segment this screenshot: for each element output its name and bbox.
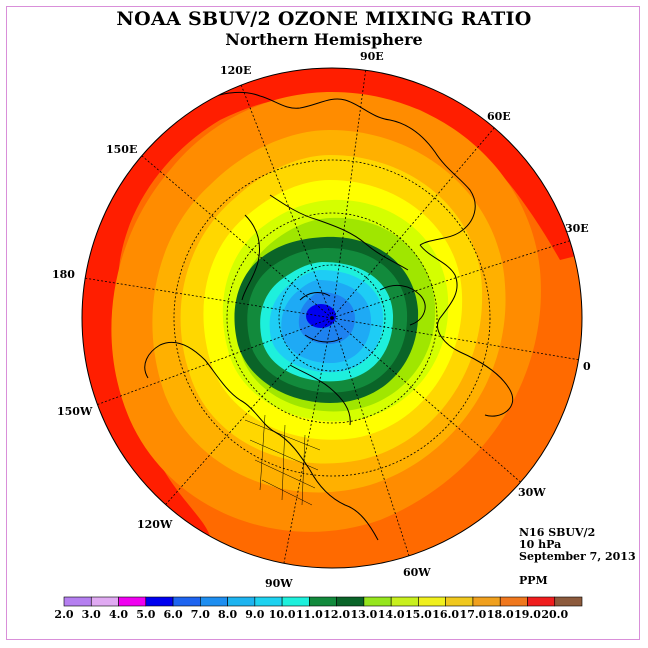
lon-label-180: 180 <box>52 268 75 281</box>
colorbar-tick-label: 14.0 <box>377 608 405 621</box>
meridian-lines <box>83 68 581 568</box>
colorbar-tick-label: 20.0 <box>541 608 569 621</box>
instrument-label: N16 SBUV/2 <box>519 526 596 539</box>
lon-label-90w: 90W <box>265 577 293 590</box>
us-state-boundaries <box>244 414 321 506</box>
colorbar-tick-label: 12.0 <box>323 608 351 621</box>
map-boundary <box>81 67 583 569</box>
colorbar-tick-label: 2.0 <box>54 608 74 621</box>
lon-label-120e: 120E <box>220 64 252 77</box>
colorbar-tick-label: 11.0 <box>295 608 323 621</box>
lon-label-150e: 150E <box>106 143 138 156</box>
colorbar-tick-label: 9.0 <box>245 608 265 621</box>
lon-label-60w: 60W <box>403 566 431 579</box>
lon-label-120w: 120W <box>137 518 173 531</box>
colorbar-tick-label: 6.0 <box>163 608 183 621</box>
lon-label-0: 0 <box>583 360 591 373</box>
lon-label-60e: 60E <box>487 110 511 123</box>
lon-label-150w: 150W <box>57 405 93 418</box>
colorbar-tick-label: 4.0 <box>108 608 129 621</box>
colorbar-tick-label: 8.0 <box>218 608 238 621</box>
date-label: September 7, 2013 <box>519 550 636 563</box>
latitude-circle-50n <box>226 212 438 424</box>
latitude-circle-70n <box>278 264 386 372</box>
map-subtitle: Northern Hemisphere <box>225 30 423 49</box>
colorbar-tick-label: 15.0 <box>405 608 432 621</box>
colorbar-tick-label: 7.0 <box>190 608 210 621</box>
lon-label-30e: 30E <box>565 222 589 235</box>
colorbar-tick-label: 13.0 <box>350 608 378 621</box>
colorbar-tick-label: 5.0 <box>136 608 156 621</box>
lon-label-30w: 30W <box>518 486 546 499</box>
pressure-level-label: 10 hPa <box>519 538 562 551</box>
units-label: PPM <box>519 574 548 587</box>
colorbar-tick-label: 18.0 <box>486 608 514 621</box>
colorbar-tick-label: 16.0 <box>432 608 460 621</box>
colorbar-tick-label: 17.0 <box>459 608 487 621</box>
coastlines <box>144 91 513 541</box>
lon-label-90e: 90E <box>360 50 384 63</box>
field-deepblue-5-6 <box>306 304 336 328</box>
colorbar-tick-label: 19.0 <box>514 608 541 621</box>
latitude-circle-30n <box>173 159 491 477</box>
colorbar-tick-label: 10.0 <box>268 608 296 621</box>
colorbar-tick-label: 3.0 <box>81 608 101 621</box>
map-title: NOAA SBUV/2 OZONE MIXING RATIO <box>116 8 532 30</box>
